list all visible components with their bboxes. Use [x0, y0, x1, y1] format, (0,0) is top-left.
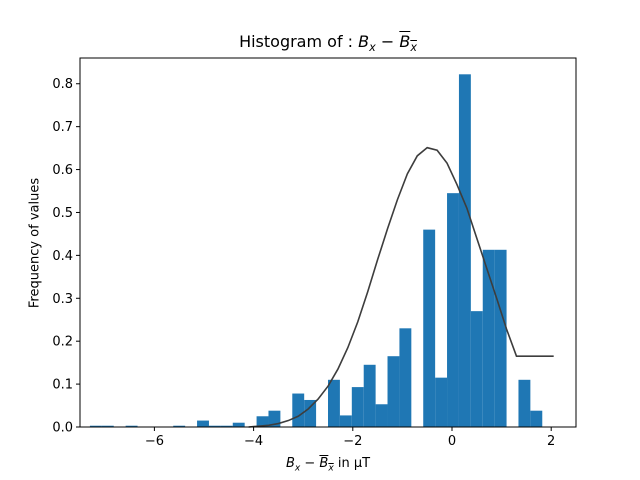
title-bar-subscript: x: [410, 41, 417, 55]
x-tick-label: −6: [145, 434, 164, 449]
histogram-bar: [232, 422, 245, 427]
xlabel-bar-var: B: [319, 456, 329, 471]
x-tick-label: −2: [343, 434, 362, 449]
title-var-subscript: x: [369, 41, 376, 55]
histogram-bar: [351, 387, 364, 427]
x-tick-label: 2: [547, 434, 555, 449]
histogram-bar: [399, 328, 412, 427]
x-tick-label: −4: [244, 434, 263, 449]
chart-title: Histogram of : Bx − Bx: [80, 32, 576, 54]
x-axis-label: Bx − Bx in μT: [80, 456, 576, 474]
histogram-bar: [89, 425, 102, 427]
histogram-bar: [268, 410, 281, 427]
y-tick-label: 0.6: [52, 163, 73, 178]
histogram-bar: [256, 416, 269, 427]
histogram-bar: [328, 379, 340, 427]
histogram-bar: [375, 404, 388, 427]
xlabel-unit: in μT: [333, 456, 371, 471]
histogram-bar: [458, 74, 471, 427]
histogram-bar: [197, 420, 209, 427]
xlabel-minus: −: [300, 456, 320, 471]
x-tick-label: 0: [448, 434, 456, 449]
histogram-bar: [435, 377, 448, 427]
y-axis-ticks: 0.0 0.1 0.2 0.3 0.4 0.5 0.6 0.7 0.8: [52, 77, 80, 436]
histogram-bar: [125, 425, 138, 427]
plot-frame: [79, 57, 577, 428]
histogram-bar: [363, 364, 376, 427]
title-mean-term: Bx: [399, 32, 417, 55]
y-tick-label: 0.3: [52, 292, 73, 307]
title-minus: −: [375, 32, 400, 51]
histogram-bar: [208, 425, 221, 427]
histogram-bar: [101, 425, 114, 427]
histogram-bar: [482, 249, 495, 427]
histogram-bar: [530, 410, 543, 427]
y-tick-label: 0.2: [52, 335, 73, 350]
y-axis-label: Frequency of values: [27, 177, 43, 309]
y-tick-label: 0.8: [52, 77, 73, 92]
histogram-bar: [518, 379, 531, 427]
y-tick-label: 0.7: [52, 120, 73, 135]
y-tick-label: 0.1: [52, 378, 73, 393]
xlabel-var-subscript: x: [294, 463, 301, 474]
title-var: B: [358, 32, 370, 51]
histogram-bar: [447, 193, 459, 427]
histogram-bar: [220, 425, 233, 427]
xlabel-mean-term: Bx: [319, 456, 334, 474]
y-tick-label: 0.5: [52, 206, 73, 221]
histogram-bar: [173, 425, 186, 427]
histogram-bar: [494, 249, 507, 427]
xlabel-var: B: [285, 456, 295, 471]
x-axis-ticks: −6 −4 −2 0 2: [145, 427, 555, 449]
histogram-bar: [339, 415, 352, 427]
normal-fit-curve: [248, 146, 554, 428]
histogram-bar: [292, 393, 305, 427]
histogram-bar: [387, 356, 400, 427]
histogram-bar: [304, 399, 317, 427]
y-tick-label: 0.0: [52, 421, 73, 436]
y-tick-label: 0.4: [52, 249, 73, 264]
title-prefix: Histogram of :: [239, 32, 359, 51]
histogram-bars: [89, 74, 543, 427]
histogram-bar: [470, 311, 483, 427]
title-bar-var: B: [399, 32, 411, 51]
histogram-bar: [423, 229, 436, 427]
xlabel-bar-subscript: x: [328, 463, 334, 474]
